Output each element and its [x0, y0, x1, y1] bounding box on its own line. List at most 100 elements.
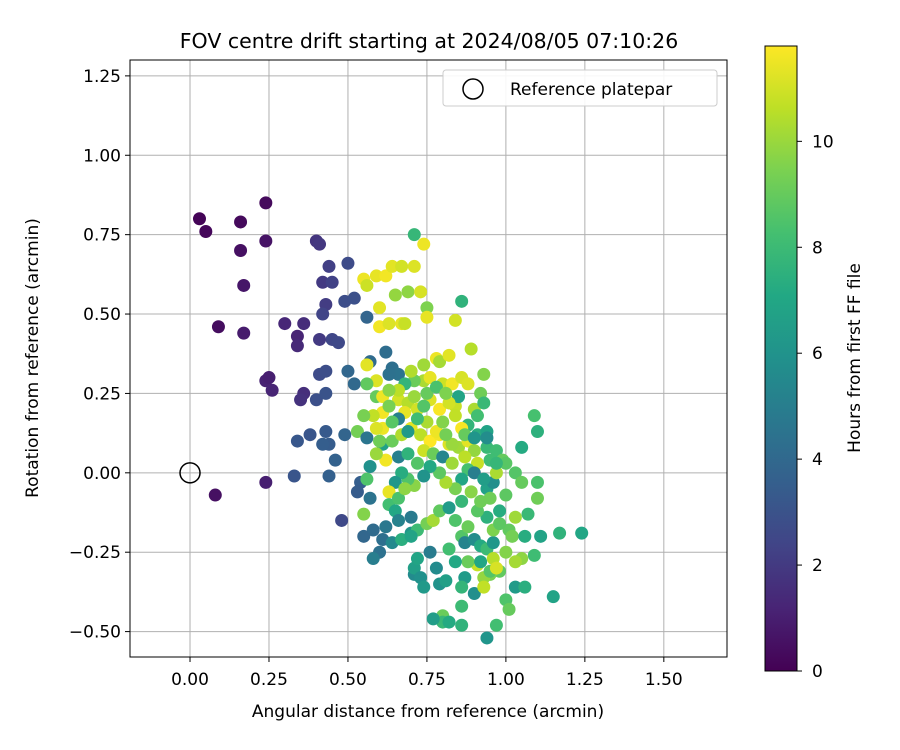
- scatter-point: [489, 444, 503, 458]
- scatter-point: [259, 196, 273, 210]
- scatter-point: [455, 472, 469, 486]
- y-tick-label: 1.00: [83, 146, 121, 166]
- scatter-point: [530, 425, 544, 439]
- scatter-point: [360, 358, 374, 372]
- scatter-point: [385, 434, 399, 448]
- scatter-point: [401, 447, 415, 461]
- scatter-point: [439, 574, 453, 588]
- scatter-point: [385, 259, 399, 273]
- x-tick-label: 0.50: [329, 670, 367, 690]
- scatter-point: [316, 307, 330, 321]
- scatter-point: [477, 580, 491, 594]
- scatter-point: [527, 409, 541, 423]
- scatter-point: [360, 377, 374, 391]
- y-tick-label: 0.00: [83, 464, 121, 484]
- scatter-point: [259, 475, 273, 489]
- scatter-point: [530, 475, 544, 489]
- scatter-point: [442, 615, 456, 629]
- colorbar-ticks: 0 2 4 6 8 10: [797, 132, 834, 682]
- scatter-point: [322, 469, 336, 483]
- scatter-point: [369, 447, 383, 461]
- scatter-point: [237, 278, 251, 292]
- scatter-point: [401, 285, 415, 299]
- scatter-point: [423, 545, 437, 559]
- scatter-point: [470, 409, 484, 423]
- scatter-point: [391, 491, 405, 505]
- legend-label: Reference platepar: [510, 80, 672, 100]
- scatter-point: [426, 612, 440, 626]
- scatter-point: [508, 580, 522, 594]
- scatter-point: [439, 386, 453, 400]
- scatter-point: [477, 396, 491, 410]
- scatter-point: [410, 412, 424, 426]
- scatter-point: [404, 529, 418, 543]
- legend-marker: [462, 78, 484, 100]
- scatter-point: [448, 313, 462, 327]
- scatter-point: [366, 552, 380, 566]
- scatter-point: [341, 256, 355, 270]
- x-tick-label: 0.00: [171, 670, 209, 690]
- scatter-point: [445, 456, 459, 470]
- scatter-point: [417, 580, 431, 594]
- scatter-point: [357, 529, 371, 543]
- scatter-point: [363, 459, 377, 473]
- scatter-point: [439, 475, 453, 489]
- scatter-point: [455, 494, 469, 508]
- scatter-point: [385, 415, 399, 429]
- scatter-point: [265, 383, 279, 397]
- scatter-point: [391, 513, 405, 527]
- scatter-point: [316, 437, 330, 451]
- scatter-point: [515, 440, 529, 454]
- data-points: [192, 196, 589, 645]
- scatter-point: [335, 513, 349, 527]
- scatter-point: [303, 428, 317, 442]
- scatter-point: [237, 326, 251, 340]
- scatter-point: [350, 425, 364, 439]
- scatter-point: [546, 590, 560, 604]
- scatter-point: [325, 275, 339, 289]
- scatter-point: [480, 510, 494, 524]
- scatter-point: [407, 228, 421, 242]
- scatter-point: [433, 466, 447, 480]
- scatter-point: [410, 456, 424, 470]
- scatter-point: [429, 380, 443, 394]
- y-tick-label: −0.25: [69, 543, 121, 563]
- scatter-point: [486, 536, 500, 550]
- scatter-point: [534, 529, 548, 543]
- scatter-point: [464, 485, 478, 499]
- x-axis-ticks: 0.00 0.25 0.50 0.75 1.00 1.25 1.50: [171, 657, 683, 690]
- scatter-point: [211, 320, 225, 334]
- colorbar-tick-label: 2: [812, 556, 823, 576]
- scatter-point: [467, 586, 481, 600]
- scatter-point: [407, 259, 421, 273]
- scatter-point: [477, 472, 491, 486]
- scatter-point: [319, 364, 333, 378]
- scatter-point: [382, 317, 396, 331]
- scatter-point: [357, 409, 371, 423]
- colorbar-tick-label: 10: [812, 132, 834, 152]
- scatter-point: [360, 431, 374, 445]
- scatter-point: [347, 377, 361, 391]
- scatter-point: [489, 466, 503, 480]
- y-axis-label: Rotation from reference (arcmin): [23, 218, 43, 498]
- scatter-point: [350, 485, 364, 499]
- scatter-point: [297, 317, 311, 331]
- scatter-point: [388, 288, 402, 302]
- reference-platepar-marker: [179, 462, 201, 484]
- scatter-point: [530, 491, 544, 505]
- scatter-point: [357, 507, 371, 521]
- scatter-point: [287, 469, 301, 483]
- scatter-point: [379, 269, 393, 283]
- x-tick-label: 1.00: [487, 670, 525, 690]
- scatter-point: [316, 275, 330, 289]
- colorbar-gradient: [764, 45, 798, 672]
- scatter-point: [474, 555, 488, 569]
- scatter-point: [319, 386, 333, 400]
- scatter-point: [483, 491, 497, 505]
- scatter-point: [445, 437, 459, 451]
- scatter-point: [382, 399, 396, 413]
- scatter-point: [467, 431, 481, 445]
- scatter-point: [499, 545, 513, 559]
- legend: Reference platepar: [442, 69, 718, 107]
